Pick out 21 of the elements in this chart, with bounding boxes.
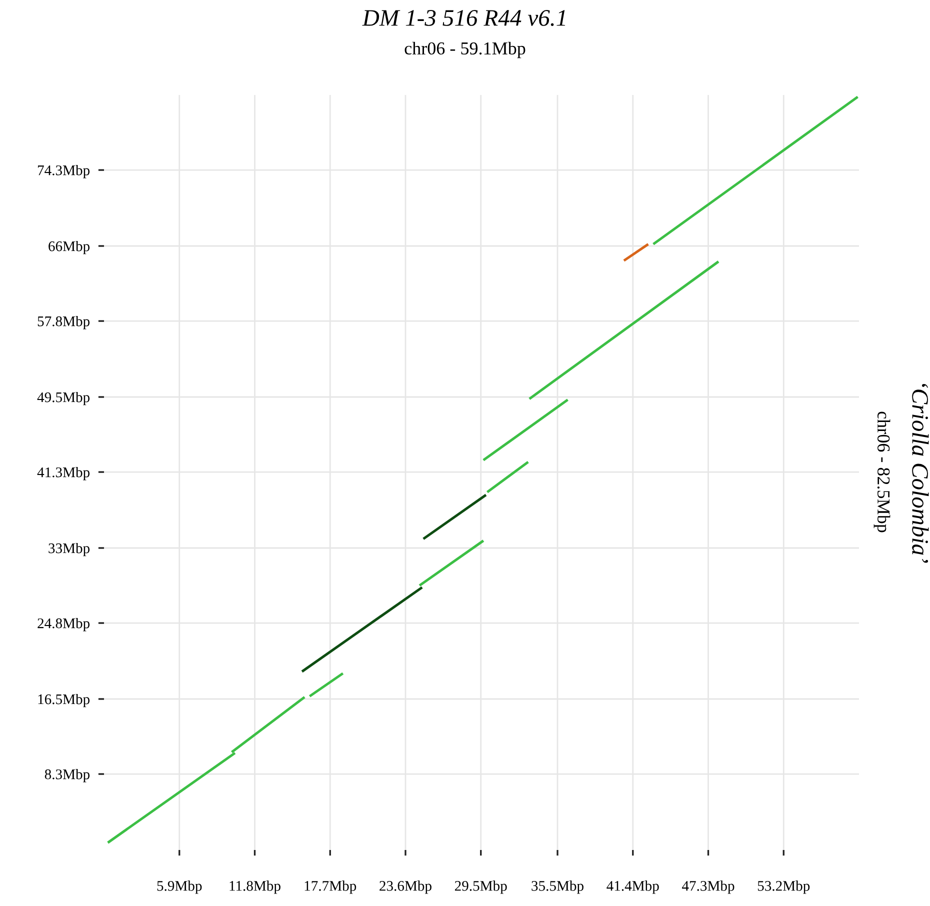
y-tick-label: 74.3Mbp (38, 164, 90, 178)
x-tick-label: 29.5Mbp (454, 880, 507, 894)
y-tick-label: 8.3Mbp (44, 768, 90, 782)
y-tick-label: 24.8Mbp (38, 618, 90, 632)
y-tick-label: 49.5Mbp (37, 392, 90, 406)
x-tick-label: 23.6Mbp (380, 880, 432, 894)
y-tick-label: 41.3Mbp (37, 466, 90, 480)
x-tick-label: 11.8Mbp (230, 880, 280, 894)
y-tick-label: 66Mbp (48, 240, 90, 254)
x-tick-label: 17.7Mbp (304, 880, 356, 894)
x-tick-label: 35.5Mbp (532, 880, 584, 894)
chart-subtitle: chr06 - 59.1Mbp (404, 42, 526, 58)
x-tick-label: 41.4Mbp (606, 880, 659, 894)
y-tick-label: 57.8Mbp (38, 316, 90, 330)
y-axis-title: ‘Criolla Colombia’ chr06 - 82.5Mbp (874, 384, 929, 563)
chart-title: DM 1-3 516 R44 v6.1 (362, 10, 566, 26)
y-tick-label: 16.5Mbp (38, 694, 90, 708)
x-tick-label: 47.3Mbp (682, 880, 734, 894)
x-tick-label: 53.2Mbp (758, 880, 810, 894)
x-tick-label: 5.9Mbp (157, 880, 202, 894)
y-tick-label: 33Mbp (48, 542, 90, 556)
